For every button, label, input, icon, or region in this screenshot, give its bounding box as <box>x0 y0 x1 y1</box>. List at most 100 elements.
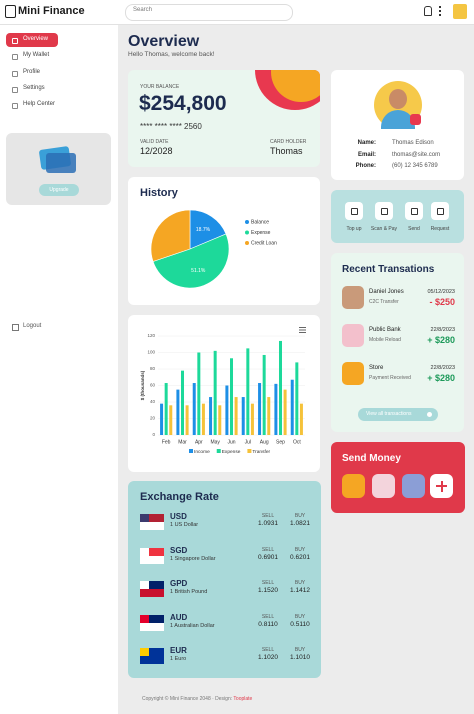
profile-label: Phone: <box>355 163 376 169</box>
action-button[interactable] <box>431 202 449 220</box>
logout[interactable]: Logout <box>23 323 42 329</box>
contact-avatar[interactable] <box>342 474 365 498</box>
buy-label: BUY <box>294 613 306 620</box>
footer-link[interactable]: Tooplate <box>233 696 253 702</box>
currency-name: 1 Euro <box>170 656 187 663</box>
flag <box>140 648 164 657</box>
bar <box>197 352 201 435</box>
currency-code: GPD <box>170 579 188 589</box>
bar <box>185 405 189 435</box>
flag <box>140 614 164 623</box>
x-tick-label: Mar <box>178 439 187 445</box>
x-tick-label: Jun <box>227 439 235 445</box>
user-avatar[interactable] <box>453 4 467 19</box>
tx-type: Payment Received <box>369 375 411 381</box>
buy-label: BUY <box>294 546 306 553</box>
edit-button[interactable] <box>410 114 421 125</box>
currency-name: 1 Australian Dollar <box>170 622 215 629</box>
currency-name: 1 British Pound <box>170 589 208 596</box>
bar <box>262 354 266 435</box>
flag <box>140 589 164 598</box>
tx-name: Daniel Jones <box>369 289 404 295</box>
bar <box>295 362 299 435</box>
exchange-title: Exchange Rate <box>140 491 219 503</box>
holder-label: CARD HOLDER <box>270 139 307 145</box>
bar <box>192 383 196 435</box>
sell-label: SELL <box>261 647 275 654</box>
bell-icon[interactable] <box>424 6 432 16</box>
menu-icon[interactable] <box>439 6 443 16</box>
x-tick-label: Oct <box>293 439 301 445</box>
flag <box>140 581 164 590</box>
nav-icon <box>12 103 18 110</box>
balance-card <box>128 70 320 167</box>
view-all-icon <box>427 412 432 417</box>
tx-avatar <box>342 324 364 347</box>
action-icon <box>351 208 358 215</box>
flag <box>140 547 164 556</box>
bar-chart-card <box>128 315 320 472</box>
currency-code: USD <box>170 512 187 521</box>
transactions-title: Recent Transations <box>342 264 435 275</box>
nav-item[interactable]: Help Center <box>23 101 56 108</box>
card-image <box>46 153 76 173</box>
flag <box>140 522 164 530</box>
sell-value: 0.6901 <box>258 553 278 561</box>
tx-date: 05/12/2023 <box>427 289 455 295</box>
exchange-card <box>128 481 321 678</box>
logout-icon <box>12 324 19 331</box>
legend-swatch <box>245 220 249 224</box>
tx-date: 22/8/2023 <box>430 327 455 333</box>
search-box[interactable] <box>125 4 293 21</box>
tx-amount: - $250 <box>429 297 455 307</box>
upgrade-button[interactable] <box>39 184 79 196</box>
sell-value: 1.1520 <box>258 587 278 595</box>
sell-label: SELL <box>261 613 275 620</box>
flag <box>140 514 164 522</box>
page-subtitle: Hello Thomas, welcome back! <box>128 51 215 58</box>
send-money-title: Send Money <box>342 453 401 464</box>
buy-value: 1.0821 <box>290 520 310 527</box>
bar <box>241 397 245 435</box>
contact-avatar[interactable] <box>372 474 395 498</box>
balance-label: YOUR BALANCE <box>140 84 180 90</box>
nav-item[interactable]: Overview <box>23 36 49 42</box>
chart-title: History <box>140 187 179 199</box>
bar <box>279 340 282 435</box>
x-tick-label: Feb <box>162 439 171 445</box>
nav-item[interactable]: Settings <box>23 84 45 91</box>
bar <box>169 405 173 435</box>
profile-value: thomas@site.com <box>392 151 441 158</box>
sell-label: SELL <box>261 580 275 587</box>
nav-icon <box>12 54 18 61</box>
bar <box>160 403 164 435</box>
menu-icon <box>299 329 306 331</box>
legend-label: Credit Loan <box>251 240 277 246</box>
y-tick-label: 80 <box>150 366 156 371</box>
plus <box>440 480 443 492</box>
action-button[interactable] <box>345 202 363 220</box>
action-button[interactable] <box>375 202 393 220</box>
tx-name: Public Bank <box>369 327 401 333</box>
profile-label: Email: <box>357 151 376 158</box>
view-all-button[interactable] <box>358 408 438 421</box>
buy-value: 0.5110 <box>290 620 310 628</box>
nav-item[interactable]: My Wallet <box>23 52 50 59</box>
bar <box>274 383 278 435</box>
bar <box>176 389 180 435</box>
x-tick-label: Jul <box>245 439 251 445</box>
upgrade-label: Upgrade <box>49 187 69 193</box>
action-button[interactable] <box>405 202 423 220</box>
profile-face <box>389 89 407 109</box>
legend-label: Transfer <box>252 449 270 455</box>
y-tick-label: 0 <box>152 432 155 437</box>
profile-value: (60) 12 345 6789 <box>392 163 438 169</box>
bar <box>213 350 217 435</box>
sell-label: SELL <box>261 546 275 553</box>
y-tick-label: 20 <box>150 416 156 421</box>
contact-avatar[interactable] <box>402 474 425 498</box>
view-all-label: View all transactions <box>366 411 412 417</box>
brand: Mini Finance <box>18 5 85 17</box>
x-tick-label: Aug <box>260 439 269 445</box>
nav-item[interactable]: Profile <box>23 68 41 75</box>
